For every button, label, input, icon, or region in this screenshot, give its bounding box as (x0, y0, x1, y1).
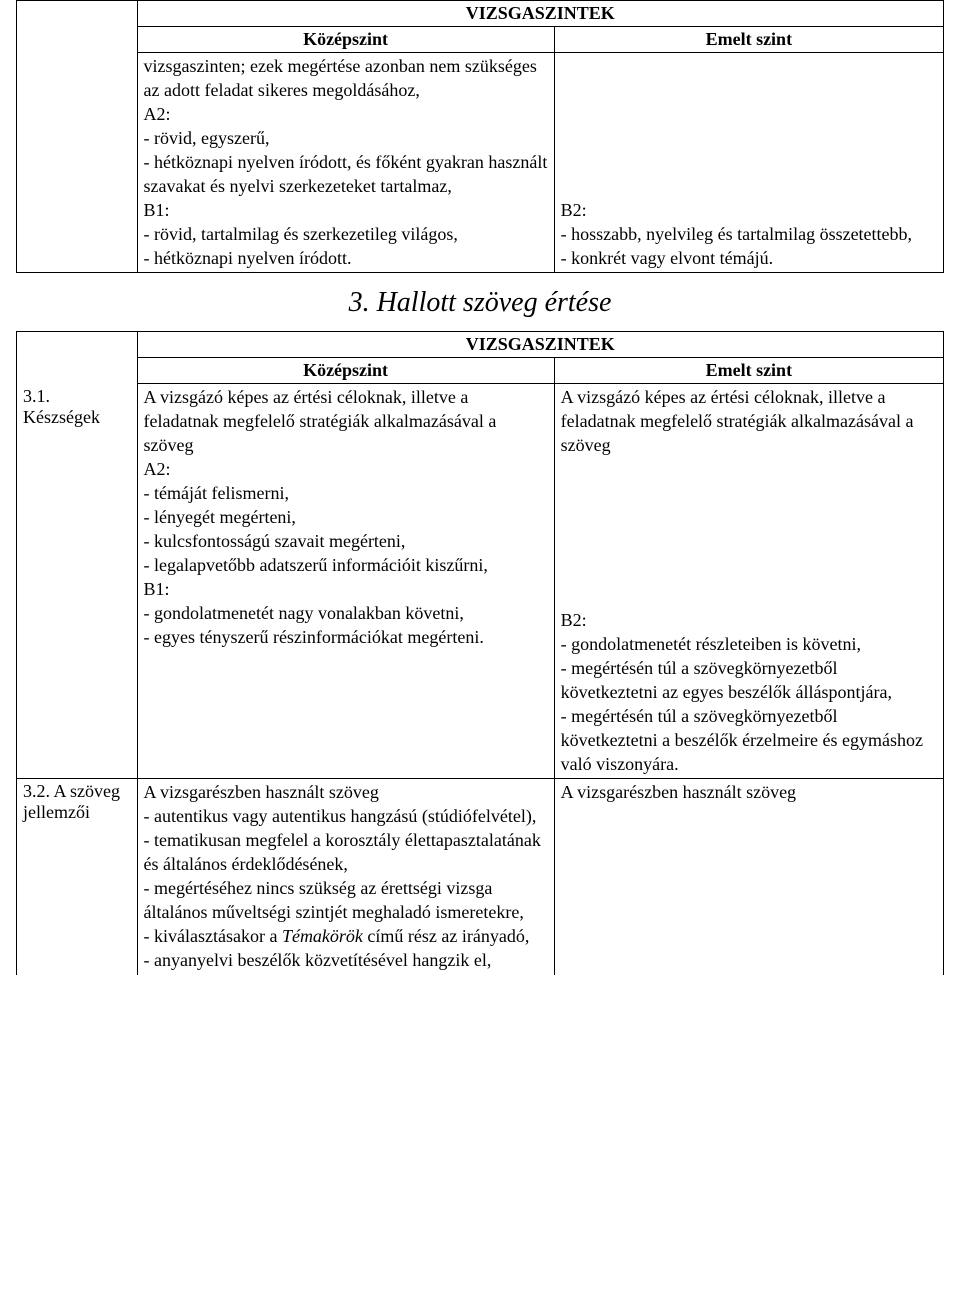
section-heading: 3. Hallott szöveg értése (16, 287, 944, 319)
text-line: - megértésén túl a szövegkörnyezetből kö… (561, 705, 937, 777)
text-line: A2: (144, 103, 548, 127)
table1-mid-content: vizsgaszinten; ezek megértése azonban ne… (144, 55, 548, 270)
text-line: - hétköznapi nyelven íródott. (144, 247, 548, 271)
text-line: - hétköznapi nyelven íródott, és főként … (144, 151, 548, 199)
table2-row1-label-text: 3.1. Készségek (23, 386, 100, 427)
table2-title: VIZSGASZINTEK (137, 332, 944, 358)
text-line: B2: (561, 199, 937, 223)
table2-row1-right-cell: A vizsgázó képes az értési céloknak, ill… (554, 384, 943, 779)
table2-label-blank (17, 332, 138, 384)
text-line: vizsgaszinten; ezek megértése azonban ne… (144, 55, 548, 103)
table2-title-row: VIZSGASZINTEK (17, 332, 944, 358)
table1-col-mid-header: Középszint (137, 27, 554, 53)
table1-right-content: B2:- hosszabb, nyelvileg és tartalmilag … (561, 199, 937, 271)
text-line: B2: (561, 609, 937, 633)
table1-label-cell (17, 1, 138, 273)
table2-row2-right-content: A vizsgarészben használt szöveg (561, 781, 937, 805)
table2-row1-right-bottom: B2:- gondolatmenetét részleteiben is köv… (561, 609, 937, 777)
table2-row1-mid-content: A vizsgázó képes az értési céloknak, ill… (144, 386, 548, 649)
text-line: B1: (144, 199, 548, 223)
text-line: - megértésén túl a szövegkörnyezetből kö… (561, 657, 937, 705)
text-line: - kiválasztásakor a Témakörök című rész … (144, 925, 548, 949)
text-line: - rövid, egyszerű, (144, 127, 548, 151)
table2-row1-mid-cell: A vizsgázó képes az értési céloknak, ill… (137, 384, 554, 779)
text-line: - gondolatmenetét részleteiben is követn… (561, 633, 937, 657)
text-line: A vizsgarészben használt szöveg (561, 781, 937, 805)
text-line: - legalapvetőbb adatszerű információit k… (144, 554, 548, 578)
text-line: - autentikus vagy autentikus hangzású (s… (144, 805, 548, 829)
text-line: - lényegét megérteni, (144, 506, 548, 530)
text-line: - rövid, tartalmilag és szerkezetileg vi… (144, 223, 548, 247)
table2-subheader-row: Középszint Emelt szint (17, 358, 944, 384)
text-line: - konkrét vagy elvont témájú. (561, 247, 937, 271)
text-line: - egyes tényszerű részinformációkat megé… (144, 626, 548, 650)
table1-subheader-row: Középszint Emelt szint (17, 27, 944, 53)
text-line: - anyanyelvi beszélők közvetítésével han… (144, 949, 548, 973)
table1-mid-cell: vizsgaszinten; ezek megértése azonban ne… (137, 53, 554, 273)
table1-content-row: vizsgaszinten; ezek megértése azonban ne… (17, 53, 944, 273)
text-line: A vizsgázó képes az értési céloknak, ill… (144, 386, 548, 458)
table2-row2-label-text: 3.2. A szöveg jellemzői (23, 781, 120, 822)
table1-title-row: VIZSGASZINTEK (17, 1, 944, 27)
text-line: - kulcsfontosságú szavait megérteni, (144, 530, 548, 554)
text-line: - gondolatmenetét nagy vonalakban követn… (144, 602, 548, 626)
table2-row2-mid-content: A vizsgarészben használt szöveg- autenti… (144, 781, 548, 973)
table2-col-mid-header: Középszint (137, 358, 554, 384)
text-line: A2: (144, 458, 548, 482)
text-line: - tematikusan megfelel a korosztály élet… (144, 829, 548, 877)
table2-row1-label: 3.1. Készségek (17, 384, 138, 779)
page-container: VIZSGASZINTEK Középszint Emelt szint viz… (0, 0, 960, 991)
table1-right-cell: B2:- hosszabb, nyelvileg és tartalmilag … (554, 53, 943, 273)
text-line: A vizsgarészben használt szöveg (144, 781, 548, 805)
table2-row2: 3.2. A szöveg jellemzői A vizsgarészben … (17, 779, 944, 975)
table1-col-right-header: Emelt szint (554, 27, 943, 53)
text-line: - hosszabb, nyelvileg és tartalmilag öss… (561, 223, 937, 247)
table2-row2-label: 3.2. A szöveg jellemzői (17, 779, 138, 975)
table2-col-right-header: Emelt szint (554, 358, 943, 384)
text-line: - megértéséhez nincs szükség az érettség… (144, 877, 548, 925)
table2-row1: 3.1. Készségek A vizsgázó képes az értés… (17, 384, 944, 779)
text-line: A vizsgázó képes az értési céloknak, ill… (561, 386, 937, 458)
text-line: - témáját felismerni, (144, 482, 548, 506)
table-vizsgaszintek-2: VIZSGASZINTEK Középszint Emelt szint 3.1… (16, 331, 944, 975)
table2-row2-mid-cell: A vizsgarészben használt szöveg- autenti… (137, 779, 554, 975)
table2-row1-right-top: A vizsgázó képes az értési céloknak, ill… (561, 386, 937, 458)
table2-row2-right-cell: A vizsgarészben használt szöveg (554, 779, 943, 975)
table-vizsgaszintek-1: VIZSGASZINTEK Középszint Emelt szint viz… (16, 0, 944, 273)
text-line: B1: (144, 578, 548, 602)
table1-title: VIZSGASZINTEK (137, 1, 944, 27)
